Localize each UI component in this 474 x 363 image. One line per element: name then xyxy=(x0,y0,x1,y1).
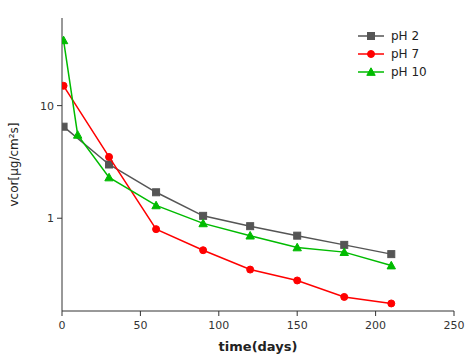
legend-label: pH 7 xyxy=(391,47,419,61)
data-point xyxy=(105,173,113,181)
y-axis-label: vcor[μg/cm²s] xyxy=(7,123,21,207)
data-point xyxy=(294,232,301,239)
x-tick xyxy=(454,311,455,316)
y-axis-line xyxy=(62,18,63,311)
data-point xyxy=(247,223,254,230)
data-point xyxy=(294,277,301,284)
chart: 0 50 100 150 200 250 1 10 time(days) vcor[μg/cm²s… xyxy=(0,0,474,363)
legend-marker xyxy=(368,33,375,40)
x-tick xyxy=(297,311,298,316)
data-point xyxy=(62,36,68,44)
legend-marker xyxy=(368,51,375,58)
data-point xyxy=(388,300,395,307)
x-axis-label: time(days) xyxy=(219,339,298,354)
legend: pH 2 pH 7 pH 10 xyxy=(358,29,427,79)
data-point xyxy=(341,293,348,300)
y-tick-label: 1 xyxy=(47,212,54,225)
data-point xyxy=(200,247,207,254)
data-point xyxy=(153,226,160,233)
data-point xyxy=(62,123,67,130)
legend-marker xyxy=(367,68,375,76)
x-tick xyxy=(140,311,141,316)
x-tick-label: 250 xyxy=(444,319,465,332)
data-point xyxy=(247,266,254,273)
legend-label: pH 10 xyxy=(391,65,427,79)
x-tick xyxy=(218,311,219,316)
x-tick xyxy=(375,311,376,316)
data-point xyxy=(246,231,254,239)
plot-area xyxy=(62,36,395,307)
data-point xyxy=(73,131,81,139)
data-point xyxy=(153,189,160,196)
data-point xyxy=(387,261,395,269)
y-tick-label: 10 xyxy=(40,100,54,113)
x-tick-label: 150 xyxy=(287,319,308,332)
x-axis-line xyxy=(62,311,454,312)
data-point xyxy=(340,248,348,256)
y-tick xyxy=(57,105,62,106)
data-point xyxy=(388,251,395,258)
data-point xyxy=(152,201,160,209)
series-line xyxy=(64,40,392,265)
series-line xyxy=(64,127,392,254)
legend-label: pH 2 xyxy=(391,29,419,43)
data-point xyxy=(199,219,207,227)
y-tick xyxy=(57,218,62,219)
data-point xyxy=(293,243,301,251)
x-tick-label: 0 xyxy=(59,319,66,332)
x-tick-label: 50 xyxy=(133,319,147,332)
x-tick xyxy=(62,311,63,316)
x-tick-label: 200 xyxy=(365,319,386,332)
data-point xyxy=(62,82,67,89)
x-tick-label: 100 xyxy=(208,319,229,332)
series-line xyxy=(64,86,392,304)
data-point xyxy=(106,153,113,160)
